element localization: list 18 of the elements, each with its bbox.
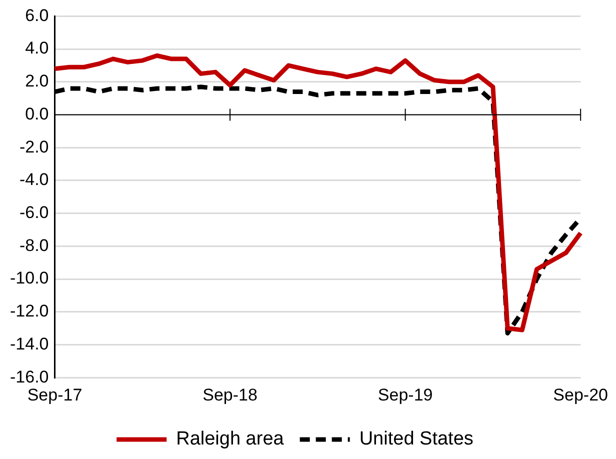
y-tick-label: -16.0	[10, 367, 49, 386]
y-tick-label: 0.0	[25, 104, 49, 124]
y-tick-label: 6.0	[25, 6, 49, 25]
y-tick-label: -6.0	[19, 203, 49, 222]
y-tick-label: -12.0	[10, 302, 49, 321]
y-tick-label: 4.0	[25, 38, 49, 58]
x-tick-label: Sep-20	[553, 385, 608, 404]
x-tick-label: Sep-18	[202, 385, 258, 404]
y-tick-label: -14.0	[10, 334, 49, 354]
y-tick-label: -4.0	[19, 170, 49, 190]
y-tick-label: -8.0	[19, 236, 49, 255]
x-tick-label: Sep-17	[27, 385, 82, 404]
y-tick-label: -10.0	[10, 268, 49, 288]
x-tick-label: Sep-19	[378, 385, 433, 404]
y-tick-label: -2.0	[19, 137, 49, 156]
legend-label: Raleigh area	[176, 428, 284, 450]
legend-label: United States	[359, 428, 474, 450]
y-tick-label: 2.0	[25, 72, 49, 91]
